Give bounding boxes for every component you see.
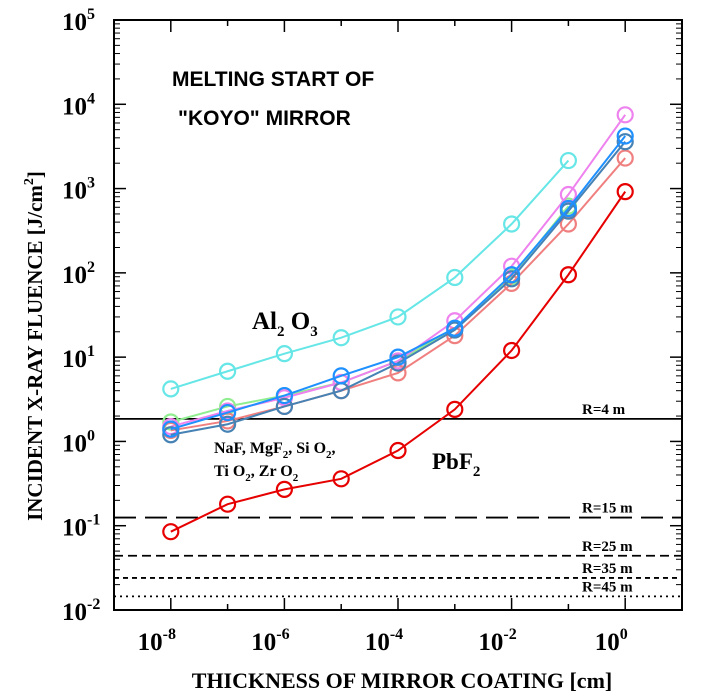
series-line	[170, 141, 626, 436]
data-point	[616, 127, 634, 145]
data-point	[616, 106, 634, 124]
x-tick-label: 100	[595, 626, 628, 656]
data-point	[503, 341, 521, 360]
data-point	[275, 397, 293, 416]
y-tick-label: 101	[62, 343, 95, 373]
data-point	[503, 215, 521, 233]
threshold-label: R=15 m	[582, 501, 633, 517]
data-point	[162, 523, 180, 541]
pbf2-label: PbF2	[432, 449, 480, 480]
y-tick-label: 103	[62, 175, 95, 205]
y-tick-label: 10-1	[62, 512, 100, 542]
fluorides-label-line-1: NaF, MgF2, Si O2,	[214, 440, 336, 461]
series-line	[170, 159, 570, 390]
data-point	[332, 367, 350, 385]
data-point	[332, 329, 350, 347]
data-point	[446, 400, 464, 418]
y-tick-label: 100	[62, 427, 95, 457]
y-tick-label: 105	[62, 6, 95, 36]
chart-title-line-2: "KOYO" MIRROR	[178, 107, 351, 130]
x-tick-label: 10-2	[478, 626, 516, 656]
threshold-label: R=25 m	[582, 539, 633, 555]
data-point	[219, 415, 237, 433]
data-point	[559, 151, 578, 170]
series-1	[162, 197, 578, 431]
series-4	[162, 133, 634, 444]
x-tick-labels: 10-8 10-6 10-4 10-2 100	[138, 626, 628, 656]
data-point	[616, 133, 634, 151]
material-series	[162, 106, 634, 541]
x-tick-label: 10-8	[138, 626, 176, 656]
y-tick-label: 104	[62, 90, 95, 120]
y-tick-label: 102	[62, 259, 95, 289]
series-line	[170, 135, 626, 431]
data-point	[559, 266, 578, 284]
al2o3-label: Al2 O3	[252, 308, 318, 340]
data-point	[559, 199, 578, 218]
fluorides-label-line-2: Ti O2, Zr O2	[214, 463, 299, 484]
series-line	[170, 191, 627, 533]
data-point	[446, 268, 464, 287]
series-0	[162, 151, 578, 398]
threshold-label: R=35 m	[582, 561, 633, 577]
x-tick-label: 10-4	[365, 626, 403, 656]
data-point	[389, 441, 407, 460]
series-line	[170, 205, 570, 423]
data-point	[446, 319, 464, 337]
data-point	[275, 345, 293, 363]
data-point	[275, 480, 293, 498]
series-line	[170, 157, 626, 432]
data-point	[332, 470, 350, 488]
data-point	[389, 308, 407, 326]
y-axis-label: INCIDENT X-RAY FLUENCE [J/cm2]	[22, 171, 47, 521]
data-point	[219, 362, 237, 380]
data-point	[389, 354, 407, 372]
threshold-label: R=45 m	[582, 579, 633, 595]
data-point	[616, 183, 634, 201]
data-point	[219, 495, 237, 513]
radius-labels: R=4 m R=15 m R=25 m R=35 m R=45 m	[582, 402, 633, 595]
threshold-label: R=4 m	[582, 402, 626, 418]
series-6	[162, 183, 634, 541]
data-point	[162, 380, 180, 398]
data-point	[389, 348, 407, 366]
y-tick-label: 10-2	[62, 596, 100, 626]
axis-ticks	[113, 19, 682, 611]
chart-title-line-1: MELTING START OF	[172, 68, 374, 91]
data-point	[275, 386, 293, 405]
data-point	[503, 266, 521, 284]
y-tick-labels: 10-2 10-1 100 101 102 103 104 105	[62, 6, 100, 626]
data-point	[219, 403, 237, 422]
data-point	[162, 420, 180, 438]
data-point	[332, 382, 350, 400]
data-point	[559, 185, 578, 204]
series-5	[162, 127, 634, 438]
data-point	[616, 149, 634, 167]
x-tick-label: 10-6	[251, 626, 289, 656]
x-axis-label: THICKNESS OF MIRROR COATING [cm]	[192, 668, 612, 693]
data-point	[162, 426, 180, 444]
